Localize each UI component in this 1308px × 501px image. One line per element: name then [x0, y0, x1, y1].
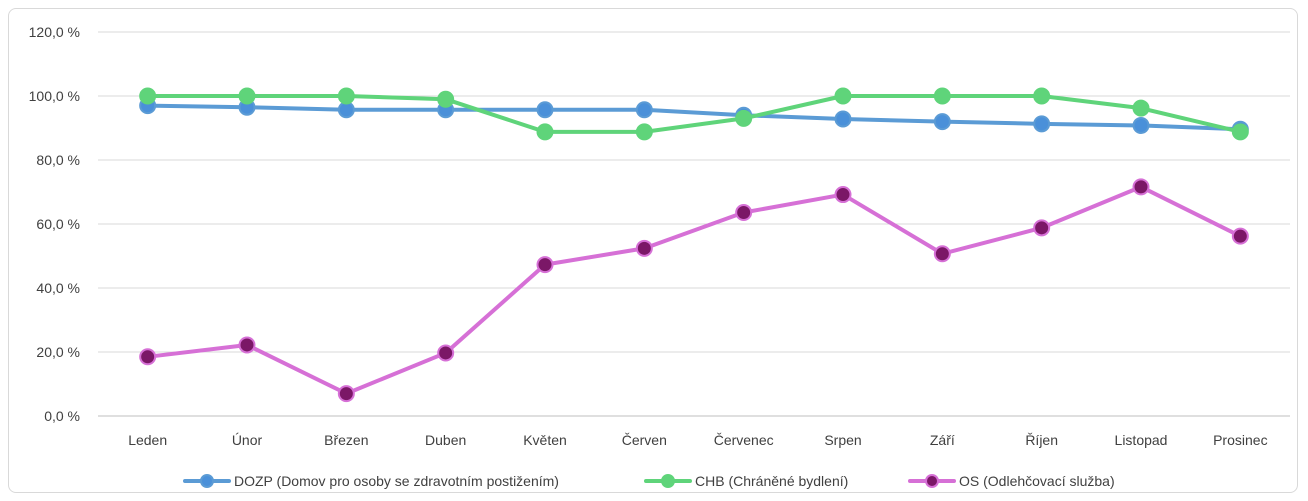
data-point	[140, 349, 155, 364]
x-tick-label: Prosinec	[1213, 432, 1267, 448]
data-point	[1134, 179, 1149, 194]
x-tick-label: Leden	[128, 432, 167, 448]
x-tick-label: Září	[930, 432, 955, 448]
data-point	[637, 102, 652, 117]
series-layer	[140, 89, 1248, 402]
data-point	[240, 89, 255, 104]
data-point	[736, 205, 751, 220]
data-point	[637, 241, 652, 256]
x-tick-label: Květen	[523, 432, 567, 448]
y-tick-label: 120,0 %	[29, 24, 80, 40]
y-tick-label: 0,0 %	[44, 408, 80, 424]
data-point	[339, 386, 354, 401]
x-tick-label: Duben	[425, 432, 466, 448]
data-point	[836, 112, 851, 127]
data-point	[935, 89, 950, 104]
legend-item: OS (Odlehčovací služba)	[910, 473, 1115, 489]
y-tick-label: 40,0 %	[36, 280, 80, 296]
data-point	[339, 102, 354, 117]
legend-label: CHB (Chráněné bydlení)	[695, 473, 848, 489]
legend-item: DOZP (Domov pro osoby se zdravotním post…	[185, 473, 559, 489]
legend-label: DOZP (Domov pro osoby se zdravotním post…	[234, 473, 559, 489]
data-point	[736, 111, 751, 126]
x-tick-label: Červen	[622, 432, 667, 448]
legend-item: CHB (Chráněné bydlení)	[646, 473, 848, 489]
legend-marker	[662, 475, 674, 487]
x-axis-ticks: Leden Únor Březen Duben Květen Červen Červenec…	[128, 432, 1267, 448]
data-point	[538, 102, 553, 117]
data-point	[1134, 118, 1149, 133]
data-point	[1134, 101, 1149, 116]
data-point	[637, 124, 652, 139]
series-line	[148, 187, 1241, 394]
y-tick-label: 80,0 %	[36, 152, 80, 168]
legend-marker	[201, 475, 213, 487]
data-point	[1034, 116, 1049, 131]
legend-marker	[926, 475, 938, 487]
series-0	[140, 98, 1248, 137]
x-tick-label: Listopad	[1115, 432, 1168, 448]
legend-label: OS (Odlehčovací služba)	[959, 473, 1115, 489]
data-point	[836, 187, 851, 202]
data-point	[140, 89, 155, 104]
data-point	[836, 89, 851, 104]
data-point	[1233, 229, 1248, 244]
data-point	[538, 257, 553, 272]
data-point	[538, 124, 553, 139]
data-point	[1034, 220, 1049, 235]
data-point	[438, 92, 453, 107]
y-axis-ticks: 0,0 % 20,0 % 40,0 % 60,0 % 80,0 % 100,0 % 120,…	[29, 24, 80, 424]
x-tick-label: Říjen	[1025, 432, 1058, 448]
data-point	[1034, 89, 1049, 104]
data-point	[240, 337, 255, 352]
data-point	[935, 114, 950, 129]
data-point	[438, 345, 453, 360]
y-tick-label: 60,0 %	[36, 216, 80, 232]
series-2	[140, 179, 1248, 401]
x-tick-label: Březen	[324, 432, 368, 448]
x-tick-label: Srpen	[824, 432, 861, 448]
y-tick-label: 20,0 %	[36, 344, 80, 360]
y-tick-label: 100,0 %	[29, 88, 80, 104]
data-point	[1233, 124, 1248, 139]
x-tick-label: Únor	[232, 432, 263, 448]
data-point	[935, 246, 950, 261]
x-tick-label: Červenec	[714, 432, 774, 448]
legend: DOZP (Domov pro osoby se zdravotním post…	[185, 473, 1115, 489]
data-point	[339, 89, 354, 104]
